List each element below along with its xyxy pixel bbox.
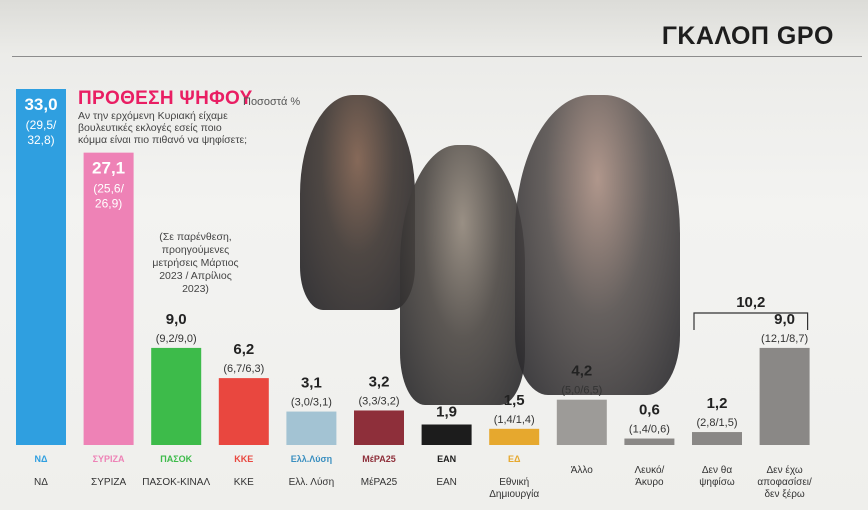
- frame-divider: [12, 56, 862, 57]
- prev-label-11: (2,8/1,5): [697, 417, 738, 429]
- category-label-7: ΕΑΝ: [436, 477, 457, 488]
- party-logo-6: ΜέΡΑ25: [362, 454, 395, 464]
- data-label-10: 0,6: [639, 402, 660, 419]
- bar-9: [556, 399, 607, 445]
- category-label-4: ΚΚΕ: [234, 477, 254, 488]
- data-label-12: 9,0: [774, 311, 795, 328]
- prev-label-1: (29,5/32,8): [26, 118, 57, 147]
- category-label-3: ΠΑΣΟΚ-ΚΙΝΑΛ: [142, 477, 210, 488]
- party-logo-7: ΕΑΝ: [437, 454, 456, 464]
- photo-left: [300, 95, 415, 310]
- category-label-2: ΣΥΡΙΖΑ: [91, 477, 126, 488]
- prev-label-2: (25,6/26,9): [93, 182, 124, 211]
- bar-5: [286, 411, 337, 445]
- photo-right: [515, 95, 680, 395]
- data-label-1: 33,0: [24, 95, 57, 114]
- category-label-9: Άλλο: [571, 465, 594, 476]
- data-label-4: 6,2: [233, 341, 254, 358]
- parenthesis-note: (Σε παρένθεση, προηγούμενες μετρήσεις Μά…: [152, 231, 239, 295]
- bar-3: [151, 347, 202, 445]
- data-label-9: 4,2: [571, 363, 592, 380]
- data-label-3: 9,0: [166, 311, 187, 328]
- data-label-7: 1,9: [436, 404, 457, 421]
- prev-label-5: (3,0/3,1): [291, 397, 332, 409]
- category-label-5: Ελλ. Λύση: [289, 476, 335, 488]
- top-strip: [0, 0, 868, 55]
- bar-7: [421, 424, 472, 445]
- party-logo-1: ΝΔ: [35, 454, 48, 464]
- bar-4: [218, 378, 269, 445]
- party-logo-8: ΕΔ: [508, 454, 521, 464]
- prev-label-9: (5,0/6,5): [561, 385, 602, 397]
- prev-label-4: (6,7/6,3): [223, 363, 264, 375]
- bar-6: [354, 410, 404, 445]
- unit-label: Ποσοστά %: [243, 96, 301, 108]
- category-label-6: ΜέΡΑ25: [361, 476, 398, 488]
- prev-label-12: (12,1/8,7): [761, 333, 808, 345]
- category-label-12: Δεν έχω αποφασίσει/δεν ξέρω: [757, 464, 812, 500]
- prev-label-8: (1,4/1,4): [494, 414, 535, 426]
- data-label-2: 27,1: [92, 159, 125, 178]
- photo-middle: [400, 145, 525, 405]
- bar-8: [489, 428, 540, 445]
- bar-2: [83, 152, 134, 445]
- prev-label-6: (3,3/3,2): [359, 395, 400, 407]
- data-label-6: 3,2: [369, 373, 390, 390]
- category-label-10: Λευκό/Άκυρο: [634, 464, 664, 488]
- party-logo-2: ΣΥΡΙΖΑ: [93, 454, 125, 464]
- party-logo-5: Ελλ.Λύση: [291, 454, 332, 464]
- category-label-8: Εθνική Δημιουργία: [489, 476, 539, 500]
- bar-11: [692, 432, 742, 445]
- brand-title: ΓΚΑΛΟΠ GPO: [661, 22, 834, 50]
- chart-title: ΠΡΟΘΕΣΗ ΨΗΦΟΥ: [78, 88, 253, 109]
- party-logo-3: ΠΑΣΟΚ: [160, 454, 192, 464]
- bar-10: [624, 438, 675, 445]
- data-label-5: 3,1: [301, 375, 322, 392]
- category-label-11: Δεν θα ψηφίσω: [699, 465, 735, 488]
- bar-1: [16, 89, 66, 445]
- prev-label-10: (1,4/0,6): [629, 424, 670, 436]
- group-total-label: 10,2: [736, 294, 765, 311]
- category-label-1: ΝΔ: [34, 477, 48, 488]
- prev-label-3: (9,2/9,0): [156, 333, 197, 345]
- poll-question: Αν την ερχόμενη Κυριακή είχαμε βουλευτικ…: [78, 110, 248, 146]
- group-bracket: [693, 312, 809, 330]
- bar-12: [759, 347, 810, 445]
- party-logo-4: ΚΚΕ: [234, 454, 253, 464]
- data-label-11: 1,2: [707, 395, 728, 412]
- data-label-8: 1,5: [504, 392, 525, 409]
